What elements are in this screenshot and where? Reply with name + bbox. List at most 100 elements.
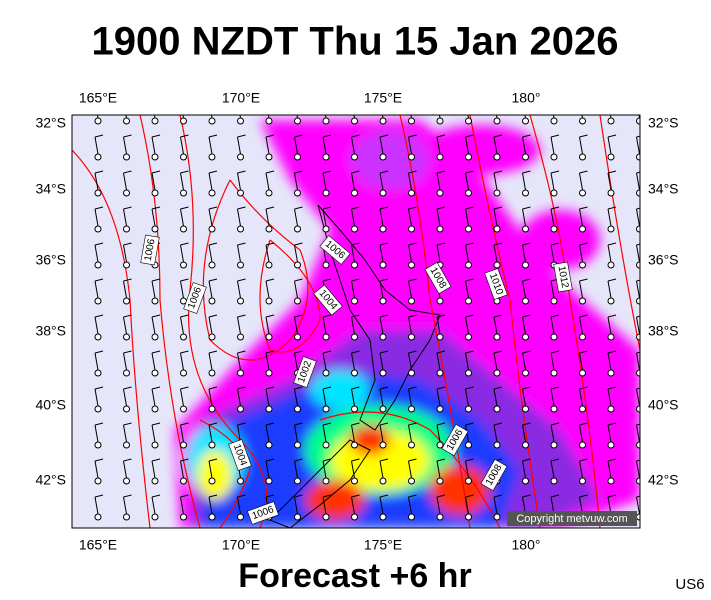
barb-staff — [294, 136, 298, 155]
barb-station — [180, 117, 187, 125]
barb-flag — [322, 170, 332, 174]
barb-station — [180, 477, 187, 485]
barb-staff — [180, 136, 184, 155]
lat-label-left: 42°S — [35, 472, 66, 488]
barb-station — [436, 333, 444, 341]
barb-flag — [636, 315, 640, 318]
barb-station — [408, 225, 415, 233]
barb-station — [123, 513, 130, 521]
barb-flag — [493, 350, 503, 354]
barb-station — [436, 117, 444, 125]
barb-station — [379, 369, 387, 377]
barb-flag — [436, 134, 446, 138]
barb-flag — [379, 422, 389, 426]
barb-staff — [465, 316, 469, 335]
barb-flag — [579, 314, 588, 318]
barb-station — [493, 153, 501, 161]
barb-staff — [493, 424, 498, 443]
barb-staff — [636, 352, 640, 371]
barb-flag — [351, 134, 360, 138]
isobar-label-box — [553, 261, 573, 293]
barb-flag — [379, 386, 389, 390]
barb-staff — [294, 352, 298, 371]
barb-station — [208, 441, 216, 449]
barb-station — [237, 513, 244, 521]
barb-flag — [151, 206, 161, 210]
barb-staff — [351, 136, 355, 155]
barb-staff — [237, 496, 241, 515]
barb-staff — [322, 460, 327, 479]
barb-station — [94, 153, 102, 161]
barb-flag — [322, 386, 332, 390]
isobar-label-box — [480, 458, 508, 492]
barb-flag — [208, 314, 218, 318]
barb-station — [237, 333, 244, 341]
barb-staff — [636, 280, 640, 299]
barb-flag — [180, 134, 189, 138]
barb-station — [294, 225, 301, 233]
barb-staff — [550, 244, 555, 263]
barb-staff — [208, 136, 213, 155]
lon-label-bottom: 165°E — [79, 537, 117, 553]
barb-flag — [579, 170, 588, 174]
barb-staff — [408, 244, 412, 263]
barb-staff — [550, 172, 555, 191]
barb-flag — [579, 134, 588, 138]
barb-staff — [151, 136, 156, 155]
barb-staff — [180, 244, 184, 263]
barb-staff — [636, 460, 640, 479]
barb-staff — [436, 352, 441, 371]
barb-station — [579, 117, 586, 125]
barb-station — [493, 261, 501, 269]
barb-station — [465, 369, 472, 377]
barb-staff — [294, 172, 298, 191]
barb-station — [522, 441, 529, 449]
barb-flag — [550, 242, 560, 246]
barb-flag — [237, 422, 246, 426]
barb-staff — [465, 460, 469, 479]
barb-staff — [436, 244, 441, 263]
barb-station — [522, 153, 529, 161]
barb-staff — [208, 496, 213, 515]
barb-flag — [237, 242, 246, 246]
barb-station — [465, 405, 472, 413]
barb-flag — [522, 314, 531, 318]
barb-station — [237, 405, 244, 413]
barb-station — [408, 333, 415, 341]
barb-station — [180, 405, 187, 413]
barb-station — [294, 477, 301, 485]
barb-staff — [322, 172, 327, 191]
lat-label-right: 36°S — [648, 252, 679, 268]
barb-staff — [265, 388, 270, 407]
isobar — [202, 179, 309, 361]
barb-station — [550, 405, 558, 413]
isobar-label: 1006 — [143, 238, 158, 262]
barb-flag — [579, 494, 588, 498]
barb-flag — [123, 458, 132, 462]
barb-staff — [237, 244, 241, 263]
barb-station — [208, 405, 216, 413]
barb-flag — [265, 206, 275, 210]
barb-station — [465, 513, 472, 521]
barb-flag — [322, 458, 332, 462]
isobar-label-box — [424, 261, 452, 295]
barb-flag — [465, 386, 474, 390]
barb-staff — [550, 424, 555, 443]
barb-flag — [180, 422, 189, 426]
barb-staff — [579, 388, 583, 407]
barb-station — [579, 333, 586, 341]
barb-station — [351, 117, 358, 125]
barb-flag — [379, 494, 389, 498]
barb-flag — [94, 206, 104, 210]
barb-station — [379, 297, 387, 305]
barb-station — [607, 333, 615, 341]
barb-flag — [493, 242, 503, 246]
barb-station — [94, 513, 102, 521]
barb-station — [94, 441, 102, 449]
barb-flag — [123, 314, 132, 318]
barb-flag — [151, 170, 161, 174]
barb-flag — [408, 314, 417, 318]
barb-flag — [208, 458, 218, 462]
barb-staff — [493, 244, 498, 263]
barb-station — [294, 189, 301, 197]
